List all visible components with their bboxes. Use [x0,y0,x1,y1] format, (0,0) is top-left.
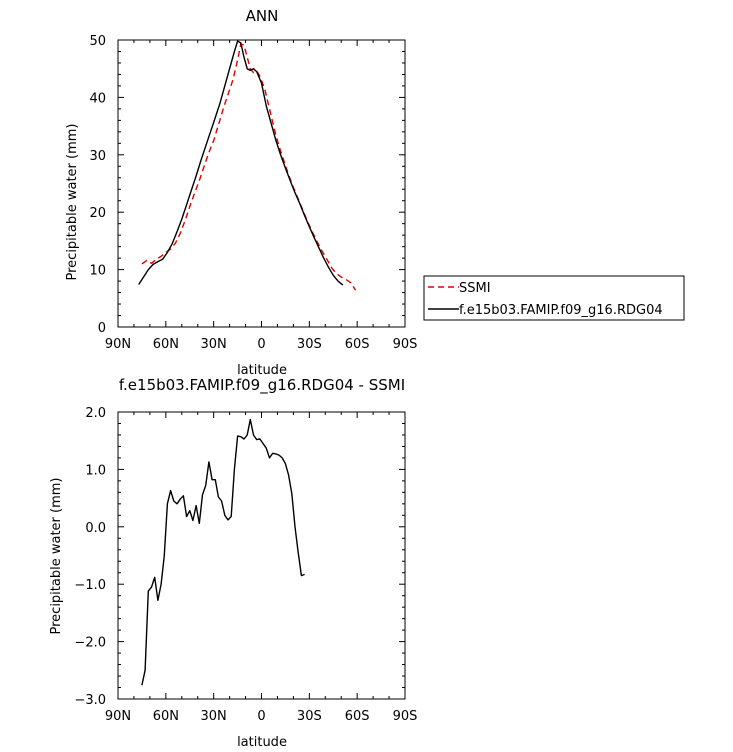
top-series-line-f-e15b03-famip-f09-g16-rdg04 [138,40,344,286]
top-x-tick-label: 30S [297,337,322,352]
bottom-y-tick-label: −1.0 [74,578,106,593]
top-x-tick-label: 90S [393,337,418,352]
top-y-tick-label: 40 [89,91,106,106]
bottom-series-line-line-0 [141,418,305,686]
bottom-x-tick-label: 60N [153,709,179,724]
bottom-x-tick-label: 60S [345,709,370,724]
top-x-tick-label: 60N [153,337,179,352]
bottom-panel: f.e15b03.FAMIP.f09_g16.RDG04 - SSMI 90N 6… [49,376,417,750]
bottom-x-tick-label: 90S [393,709,418,724]
top-y-tick-label: 20 [89,206,106,221]
bottom-x-axis-label: latitude [237,735,287,750]
bottom-y-tick-label: 0.0 [85,521,106,536]
legend-label-ssmi: SSMI [459,281,491,296]
legend: SSMI f.e15b03.FAMIP.f09_g16.RDG04 [423,275,685,321]
top-y-tick-label: 10 [89,264,106,279]
top-chart-title: ANN [246,7,279,25]
bottom-plot-frame [117,411,406,700]
top-x-axis-label: latitude [237,363,287,378]
top-x-tick-label: 90N [105,337,131,352]
top-y-tick-label: 0 [98,321,106,336]
bottom-chart-title: f.e15b03.FAMIP.f09_g16.RDG04 - SSMI [119,376,405,395]
top-x-tick-label: 60S [345,337,370,352]
bottom-y-tick-label: 2.0 [85,406,106,421]
bottom-x-tick-label: 30S [297,709,322,724]
top-y-axis-label: Precipitable water (mm) [65,124,80,281]
bottom-y-tick-label: 1.0 [85,463,106,478]
legend-label-model: f.e15b03.FAMIP.f09_g16.RDG04 [459,303,663,318]
bottom-y-axis-label: Precipitable water (mm) [49,478,64,635]
top-panel: ANN 90N 60N 30N 0 30S 60S 90S 0 10 20 30 40 50 latit… [65,7,417,378]
top-series-line-ssmi [141,43,357,291]
bottom-x-tick-label: 90N [105,709,131,724]
bottom-y-tick-label: −3.0 [74,693,106,708]
bottom-x-tick-label: 30N [201,709,227,724]
top-y-tick-label: 30 [89,149,106,164]
bottom-y-tick-label: −2.0 [74,636,106,651]
top-x-tick-label: 30N [201,337,227,352]
legend-box [423,275,685,321]
top-x-tick-label: 0 [257,337,265,352]
top-y-tick-label: 50 [89,34,106,49]
bottom-x-tick-label: 0 [257,709,265,724]
